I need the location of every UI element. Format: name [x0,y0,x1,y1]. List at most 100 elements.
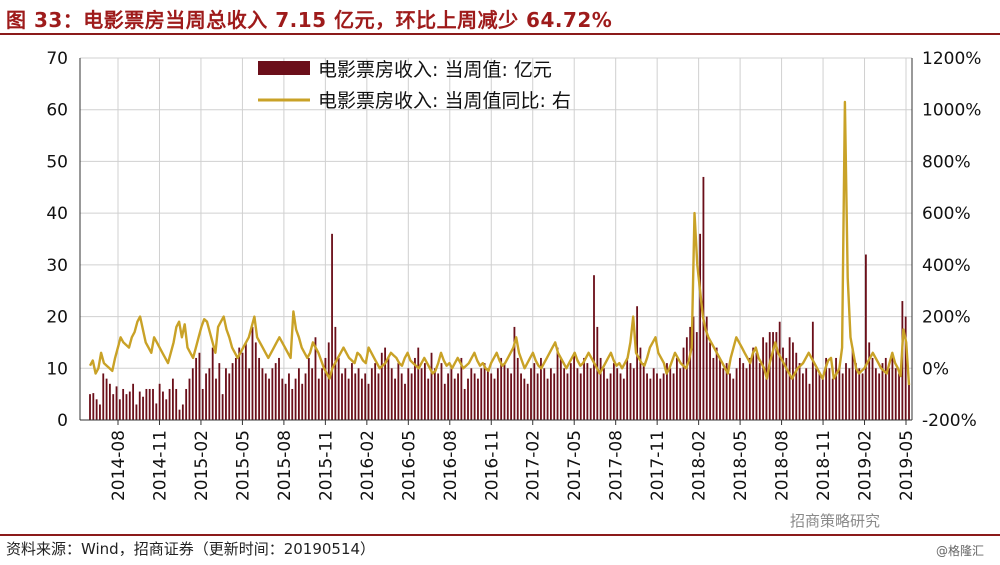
bar [142,396,144,420]
bar [682,347,685,420]
bar [400,373,403,420]
bar [742,363,745,420]
bar [351,363,353,420]
y-right-tick-label: 1200% [922,49,981,69]
bar [874,368,877,420]
bar [397,363,400,420]
bar [722,368,725,420]
bar [506,368,509,420]
bar [821,378,824,420]
bar [808,383,811,420]
bar [95,399,98,420]
bar [261,368,264,420]
bottom-divider [0,534,1000,536]
bar [331,233,333,420]
y-left-tick-label: 70 [46,49,68,69]
bar [815,368,818,420]
bar [510,373,513,420]
bar [347,378,350,420]
bar [646,373,648,420]
bar [380,352,383,420]
bar [437,373,440,420]
bar [629,363,632,420]
bar [195,357,198,420]
bar [221,394,224,420]
bar [480,368,483,420]
bar [530,368,532,420]
bar [861,373,864,420]
bar [234,357,237,420]
bar [344,368,347,420]
bar [566,373,569,420]
y-left-tick-label: 40 [46,204,68,224]
watermark-text: 招商策略研究 [790,512,881,530]
bar [364,373,367,420]
bar [516,357,519,420]
bar [155,403,158,420]
bar [549,368,552,420]
bar [709,342,711,420]
bar [490,373,493,420]
bar [354,373,357,420]
bar [579,373,582,420]
bar [291,388,294,420]
bar [205,373,207,420]
bar [473,373,476,420]
bar [89,394,91,420]
bar [705,316,708,420]
bar [752,347,755,420]
bar [715,347,718,420]
bar [626,357,629,420]
bar [838,368,841,420]
bar [132,383,135,420]
y-left-tick-label: 10 [46,359,68,379]
bar [748,357,751,420]
bar [556,347,559,420]
bar [168,388,171,420]
bar [719,357,721,420]
bar [387,357,390,420]
bar [523,378,526,420]
bar [92,393,95,420]
bar [765,342,768,420]
bar [888,368,891,420]
bar [238,347,241,420]
bar [559,357,562,420]
bar [659,378,662,420]
x-tick-label: 2016-11 [482,430,502,501]
bar [904,316,907,420]
bar [311,368,314,420]
bar [128,391,131,420]
bar [533,363,536,420]
bar [122,388,125,420]
bar [828,368,831,420]
x-tick-label: 2019-05 [897,430,917,501]
bar [679,368,682,420]
bar [762,337,765,420]
bar [254,342,257,420]
bar [636,306,639,420]
bar [307,357,310,420]
x-tick-label: 2018-08 [773,430,793,501]
bar [536,373,539,420]
legend-label-bar: 电影票房收入: 当周值: 亿元 [318,59,552,81]
bar [470,368,473,420]
bar [443,383,446,420]
legend-label-line: 电影票房收入: 当周值同比: 右 [318,90,571,112]
bar [785,357,788,420]
bar [377,373,380,420]
bar [775,332,778,420]
bar [384,347,387,420]
bar [215,378,217,420]
bar [314,337,317,420]
bar [662,373,665,420]
y-right-tick-label: 600% [922,204,971,224]
bar [171,378,174,420]
bar [407,368,410,420]
bar [692,316,695,420]
bar [599,357,602,420]
bar [612,363,615,420]
bar [463,388,466,420]
bar-series [89,176,910,420]
